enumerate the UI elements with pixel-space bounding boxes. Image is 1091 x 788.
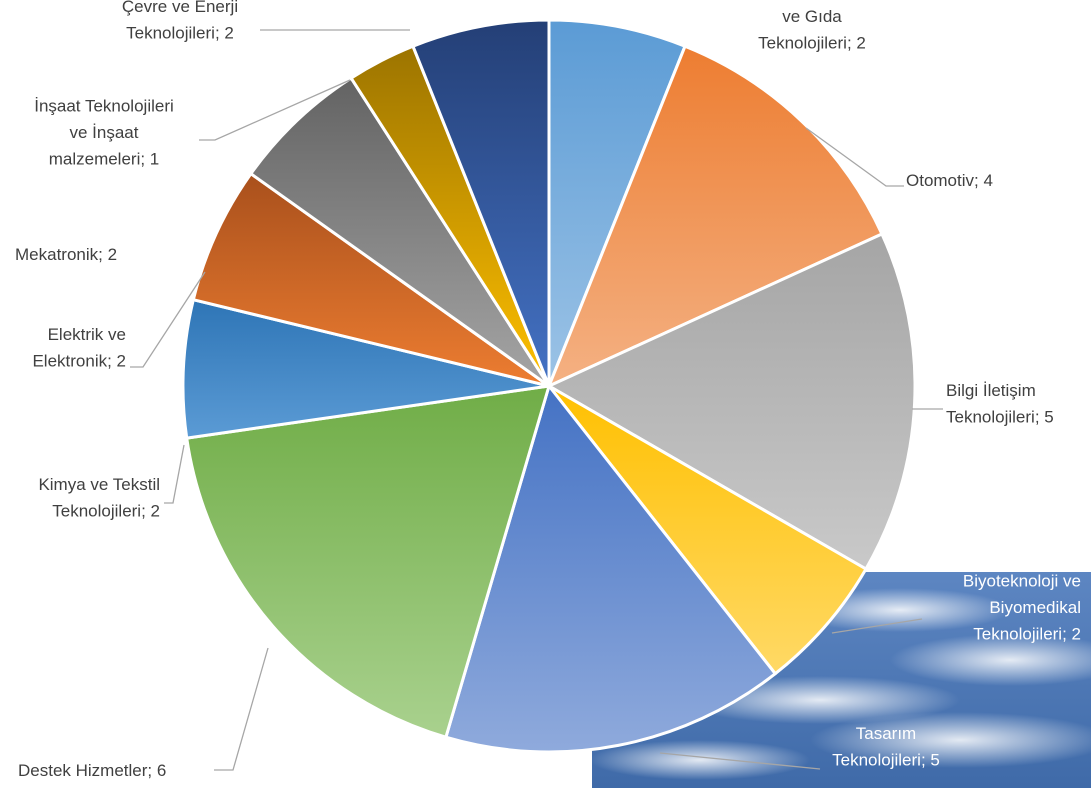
slice-label-line: Teknolojileri; 2 — [758, 34, 866, 53]
slice-label: Bilgi İletişim Teknolojileri; 5 — [946, 381, 1054, 427]
slice-label: Mekatronik; 2 — [15, 245, 117, 264]
slice-label-line: Biyomedikal — [989, 598, 1081, 617]
slice-label-line: Bilgi İletişim — [946, 381, 1036, 400]
slice-label-line: Mekatronik; 2 — [15, 245, 117, 264]
pie-slice — [444, 384, 777, 754]
slice-label-line: Teknolojileri; 2 — [126, 23, 234, 42]
leader-line — [805, 127, 904, 187]
pie-slice — [181, 298, 551, 440]
pie-slice — [547, 18, 687, 388]
slice-label: İnşaat Teknolojileri ve İnşaat malzemeleri… — [34, 97, 174, 169]
pie-slice — [547, 384, 868, 676]
slice-label-line: ve Gıda — [782, 7, 842, 26]
slice-label-line: İnşaat Teknolojileri — [34, 97, 174, 116]
pie-slice — [185, 384, 551, 739]
leader-line — [130, 271, 206, 368]
slice-label-line: Teknolojileri; 5 — [832, 750, 940, 769]
pie-slice — [249, 76, 551, 388]
slice-label: Kimya ve Tekstil Teknolojileri; 2 — [38, 475, 160, 521]
slice-label: Tarımsal Teknolojilerve GıdaTeknolojiler… — [735, 0, 889, 53]
data-labels: Tarımsal Teknolojilerve GıdaTeknolojiler… — [15, 0, 1081, 780]
leader-line — [164, 444, 185, 504]
slice-label-line: Kimya ve Tekstil — [38, 475, 160, 494]
leader-line — [659, 752, 821, 770]
slice-label-line: Destek Hizmetler; 6 — [18, 761, 166, 780]
slice-label-line: Elektrik ve — [48, 325, 126, 344]
slice-label-line: malzemeleri; 1 — [49, 150, 160, 169]
pie-slice — [547, 44, 884, 388]
slice-label: Tasarım Teknolojileri; 5 — [832, 724, 940, 770]
leader-line — [214, 647, 269, 771]
slice-label-line: Teknolojileri; 2 — [973, 625, 1081, 644]
slice-label-line: Tasarım — [856, 724, 916, 743]
leader-line — [199, 79, 351, 141]
slice-label-line: Çevre ve Enerji — [122, 0, 238, 16]
pie-slice — [191, 172, 551, 388]
pie-slice — [411, 18, 551, 388]
leader-line — [831, 618, 923, 634]
slice-label-line: Elektronik; 2 — [32, 351, 126, 370]
pie-slice — [547, 232, 917, 571]
slice-label-line: Biyoteknoloji ve — [963, 572, 1081, 591]
slice-label: Elektrik ve Elektronik; 2 — [32, 325, 126, 371]
pie-slices — [181, 18, 917, 754]
slice-label-line: ve İnşaat — [70, 123, 139, 142]
slice-label: Otomotiv; 4 — [906, 171, 993, 190]
slice-label: Biyoteknoloji ve Biyomedikal Teknolojileri… — [963, 572, 1081, 644]
slice-label-line: Teknolojileri; 2 — [52, 501, 160, 520]
slice-label-line: Otomotiv; 4 — [906, 171, 993, 190]
slice-label-line: Teknolojileri; 5 — [946, 407, 1054, 426]
slice-label: Çevre ve Enerji Teknolojileri; 2 — [122, 0, 238, 42]
slice-label: Destek Hizmetler; 6 — [18, 761, 166, 780]
leader-lines — [130, 29, 943, 771]
